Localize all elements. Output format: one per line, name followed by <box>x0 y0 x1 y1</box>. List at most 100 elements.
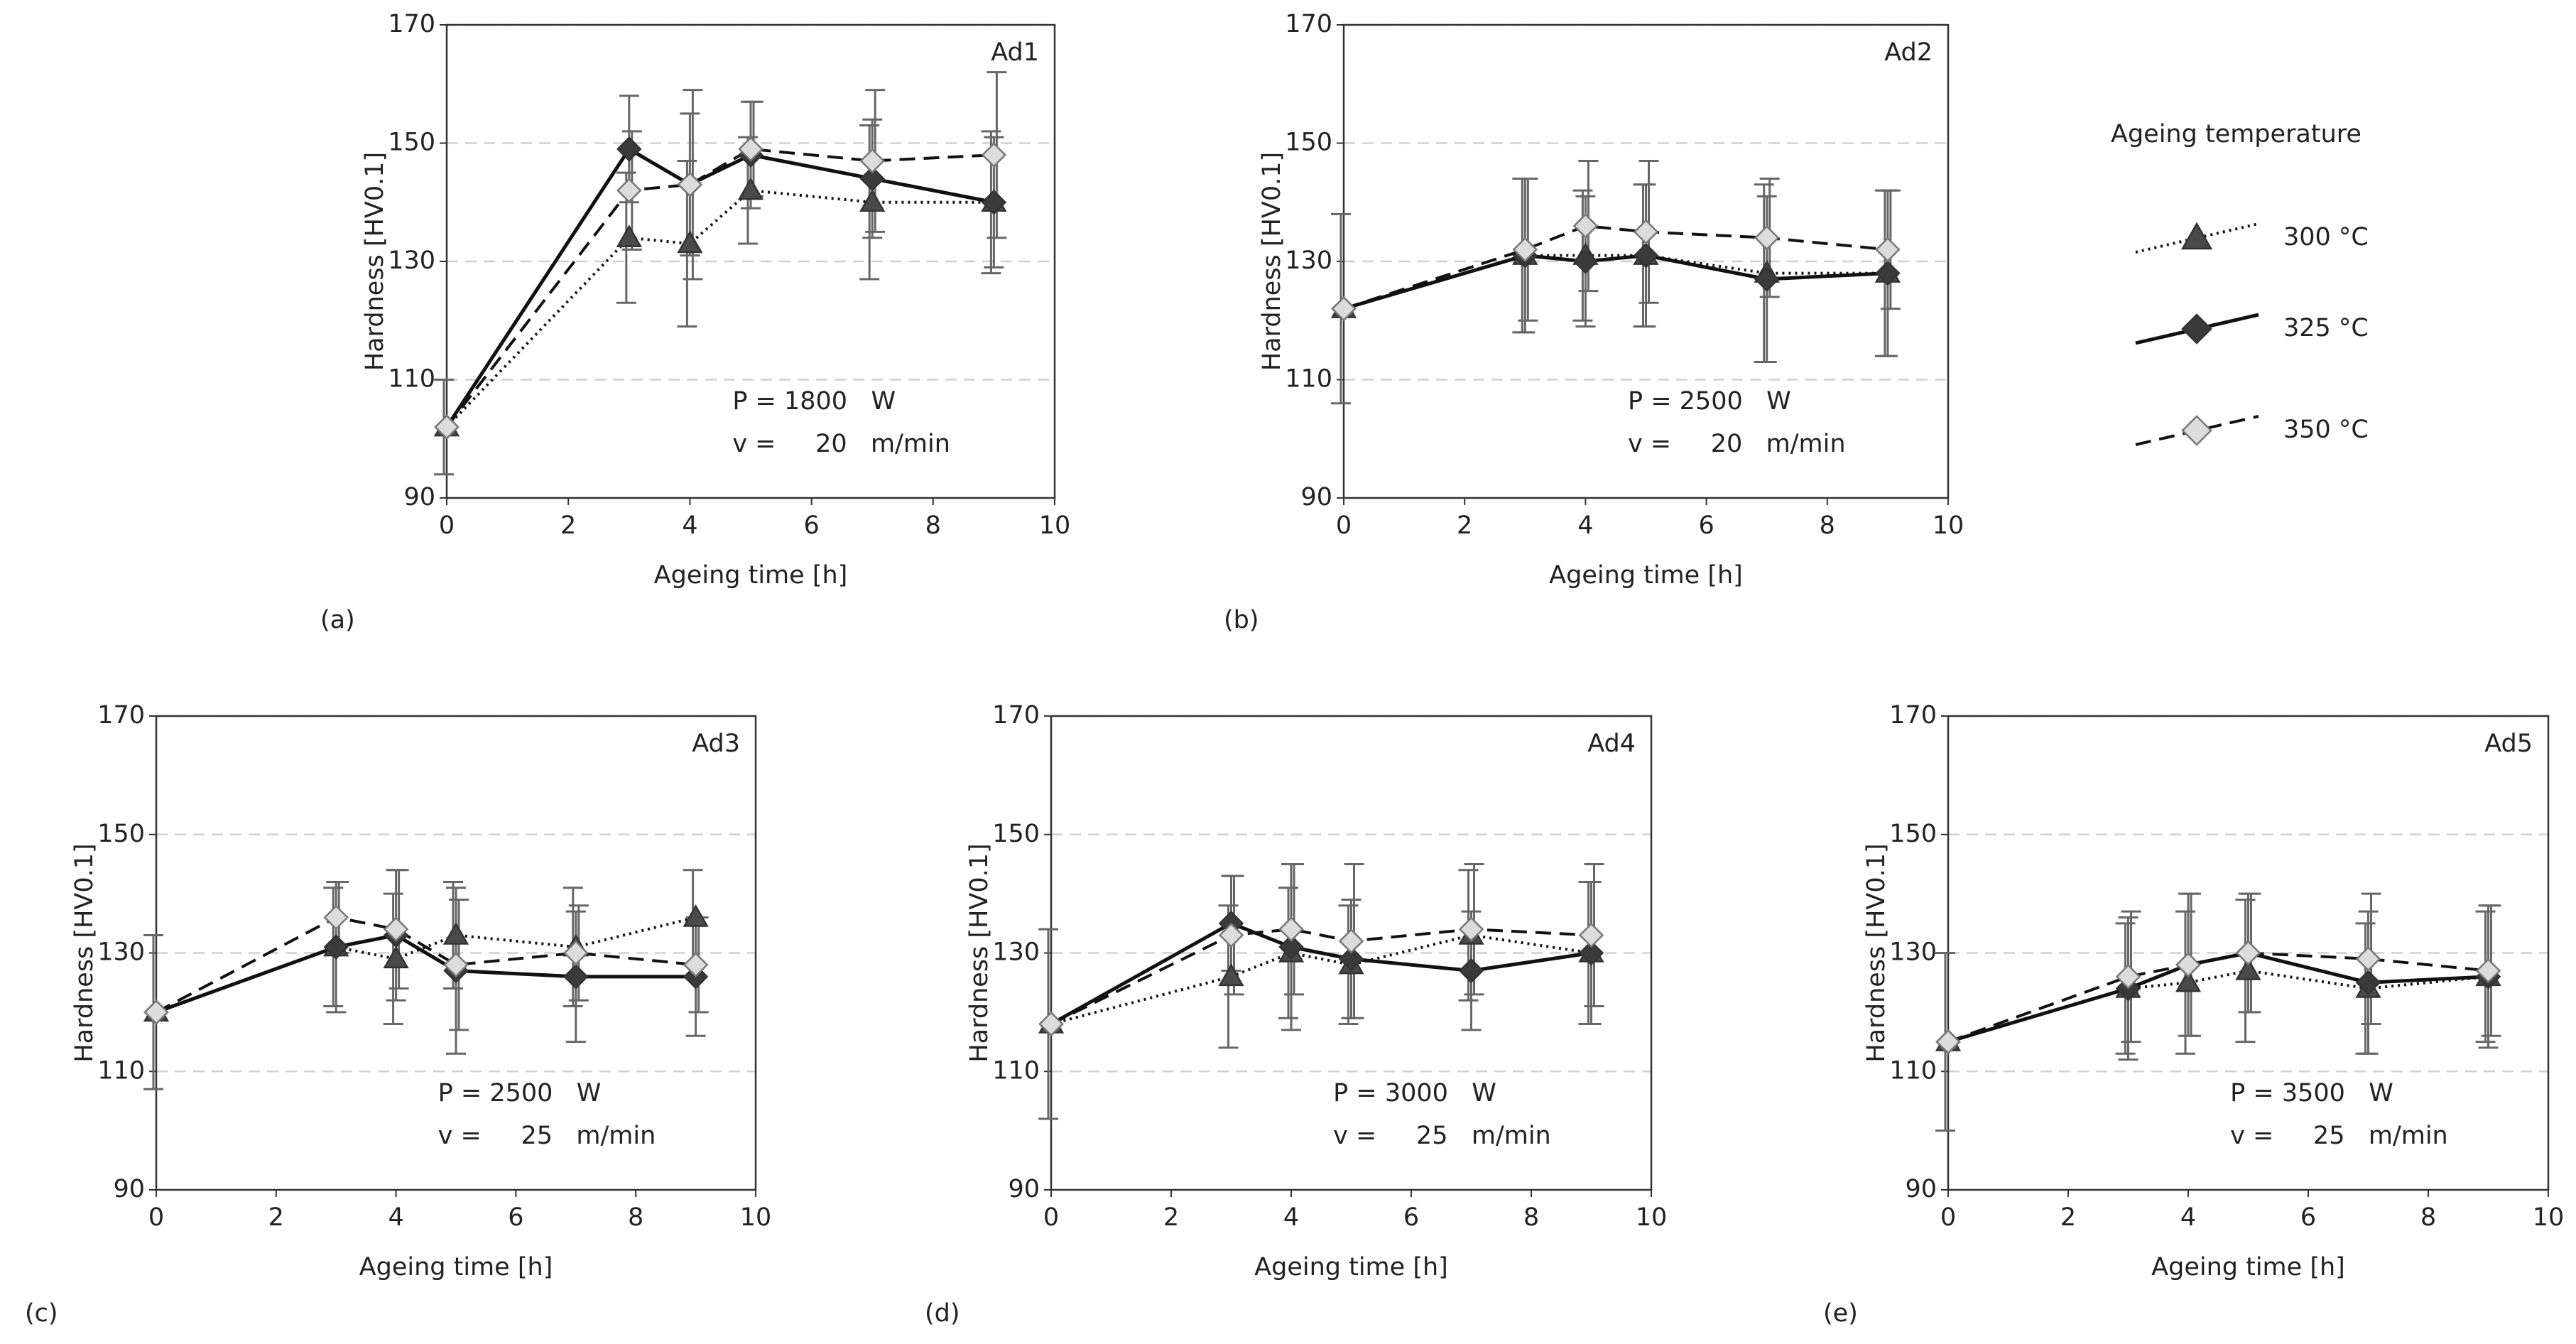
x-tick-label: 8 <box>2420 1203 2436 1232</box>
x-axis-label: Ageing time [h] <box>359 1253 553 1281</box>
marker <box>1512 237 1538 263</box>
plot-frame <box>1342 23 1950 499</box>
x-axis-label: Ageing time [h] <box>1549 561 1743 590</box>
marker <box>683 952 709 977</box>
marker <box>677 172 703 197</box>
annotation: v = 25 m/min <box>2230 1122 2448 1150</box>
x-tick-label: 0 <box>148 1203 164 1232</box>
y-tick-label: 110 <box>1285 365 1332 394</box>
legend-label: 325 °C <box>2283 314 2369 342</box>
y-tick-label: 110 <box>1889 1056 1937 1085</box>
marker <box>859 189 886 212</box>
x-tick-label: 10 <box>1636 1203 1668 1232</box>
x-tick-label: 0 <box>1043 1203 1059 1232</box>
marker <box>323 934 349 960</box>
marker <box>616 224 642 247</box>
marker <box>383 916 409 942</box>
y-tick-label: 90 <box>1008 1175 1040 1203</box>
x-axis-label: Ageing time [h] <box>2151 1253 2345 1281</box>
marker <box>563 940 589 966</box>
y-tick-label: 150 <box>1285 129 1332 157</box>
legend-line <box>2135 222 2259 254</box>
y-tick-label: 90 <box>1905 1175 1937 1203</box>
x-tick-label: 4 <box>1283 1203 1299 1232</box>
series-line <box>445 189 994 428</box>
marker <box>859 166 885 192</box>
x-tick-label: 8 <box>1820 511 1835 540</box>
marker <box>1633 242 1659 269</box>
x-tick-label: 10 <box>2533 1203 2565 1232</box>
marker <box>1935 1029 1961 1055</box>
y-tick-label: 130 <box>1889 938 1937 967</box>
panel-label: (d) <box>925 1299 960 1328</box>
series-line <box>1050 921 1592 1026</box>
x-axis-label: Ageing time [h] <box>654 561 848 590</box>
panel-label: (e) <box>1823 1299 1858 1328</box>
panel: 90 110 130 150 170 0 2 4 6 8 10 Ageing time [h] Hard… <box>1224 10 1964 634</box>
panel-title: Ad2 <box>1884 38 1933 67</box>
y-axis-label: Hardness [HV0.1] <box>965 843 994 1062</box>
marker <box>443 952 469 977</box>
marker <box>442 921 469 945</box>
marker <box>2355 946 2381 972</box>
series-line <box>1947 950 2489 1044</box>
y-tick-label: 150 <box>388 129 435 157</box>
marker <box>616 136 642 162</box>
panel-label: (a) <box>320 606 355 634</box>
marker <box>1331 296 1357 322</box>
panel-label: (b) <box>1224 606 1259 634</box>
x-tick-label: 6 <box>1403 1203 1419 1232</box>
panel-title: Ad4 <box>1587 730 1636 758</box>
panel: 90 110 130 150 170 0 2 4 6 8 10 Ageing time [h] Hard… <box>25 701 771 1328</box>
series-line <box>156 916 697 1014</box>
y-tick-label: 150 <box>992 820 1040 848</box>
x-tick-label: 4 <box>2180 1203 2196 1232</box>
x-tick-label: 6 <box>2300 1203 2316 1232</box>
x-tick-label: 4 <box>1577 511 1593 540</box>
y-axis-label: Hardness [HV0.1] <box>70 843 99 1062</box>
series-line <box>445 146 994 428</box>
y-tick-label: 90 <box>1300 483 1332 511</box>
marker <box>2181 415 2212 446</box>
x-tick-label: 8 <box>925 511 941 540</box>
annotation: v = 20 m/min <box>732 430 950 458</box>
panel-label: (c) <box>25 1299 58 1328</box>
marker <box>2175 969 2202 992</box>
y-tick-label: 130 <box>1285 246 1332 275</box>
x-tick-label: 8 <box>1523 1203 1539 1232</box>
panel: 90 110 130 150 170 0 2 4 6 8 10 Ageing time [h] Hard… <box>320 10 1070 634</box>
series-line <box>445 147 994 428</box>
x-tick-label: 4 <box>682 511 697 540</box>
x-tick-label: 6 <box>803 511 819 540</box>
marker <box>2181 313 2212 345</box>
x-tick-label: 2 <box>268 1203 284 1232</box>
series-line <box>1343 254 1888 310</box>
legend-title: Ageing temperature <box>2111 120 2362 148</box>
marker <box>981 189 1007 215</box>
y-tick-label: 130 <box>388 246 435 275</box>
marker <box>2180 222 2213 250</box>
x-tick-label: 0 <box>1940 1203 1956 1232</box>
marker <box>1875 260 1901 286</box>
panel-title: Ad5 <box>2484 730 2533 758</box>
marker <box>677 230 703 254</box>
marker <box>1338 946 1364 972</box>
marker <box>1578 922 1604 948</box>
y-tick-label: 90 <box>113 1175 145 1203</box>
x-axis-label: Ageing time [h] <box>1254 1253 1448 1281</box>
x-tick-label: 2 <box>560 511 576 540</box>
panel-title: Ad3 <box>692 730 740 758</box>
marker <box>1572 249 1599 274</box>
panel-title: Ad1 <box>991 38 1039 67</box>
x-tick-label: 8 <box>628 1203 643 1232</box>
annotation: v = 25 m/min <box>438 1122 656 1150</box>
marker <box>143 999 169 1025</box>
marker <box>738 136 763 162</box>
marker <box>616 178 642 203</box>
y-tick-label: 130 <box>992 938 1040 967</box>
legend-label: 350 °C <box>2283 416 2369 444</box>
x-tick-label: 0 <box>1336 511 1352 540</box>
marker <box>383 945 409 969</box>
annotation: v = 20 m/min <box>1628 430 1846 458</box>
